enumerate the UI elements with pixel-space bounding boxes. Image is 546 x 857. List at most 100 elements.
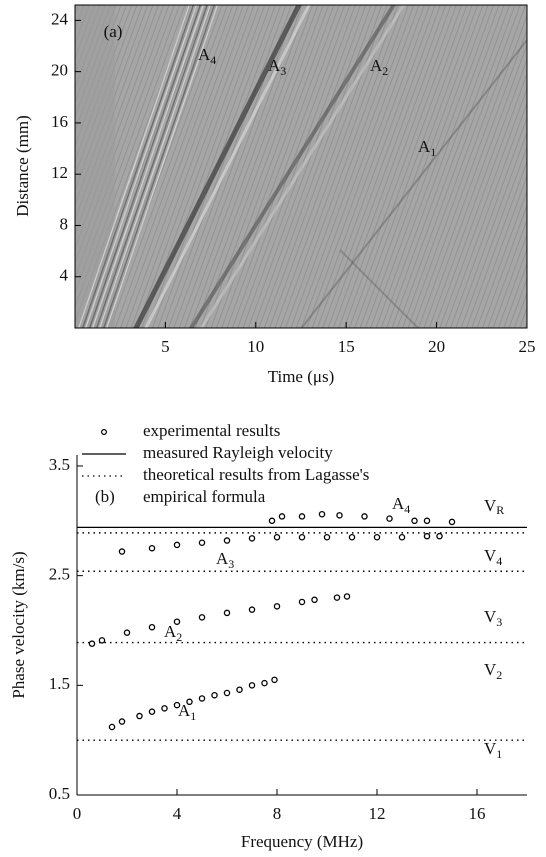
data-point — [148, 708, 156, 715]
data-point — [236, 686, 243, 693]
data-point — [323, 534, 331, 541]
annotation-sub: 3 — [228, 557, 234, 571]
annotation: A3 — [216, 549, 234, 571]
data-point — [118, 548, 126, 555]
line-label-text: V — [484, 660, 497, 679]
data-point — [361, 513, 368, 520]
data-point — [248, 535, 256, 542]
line-label: V4 — [484, 546, 502, 568]
y-tick-label: 24 — [51, 9, 69, 28]
annotation-text: A — [268, 56, 281, 75]
x-tick-label: 4 — [173, 804, 182, 823]
y-tick-label: 1.5 — [49, 674, 70, 693]
annotation-sub: 4 — [210, 53, 216, 67]
x-tick-label: 10 — [247, 337, 264, 356]
panel-label: (b) — [95, 487, 115, 506]
legend-label: theoretical results from Lagasse's — [143, 465, 369, 484]
data-point — [298, 534, 306, 541]
data-point — [123, 629, 131, 636]
annotation: A4 — [198, 45, 216, 67]
data-point — [173, 701, 181, 709]
x-axis-label: Frequency (MHz) — [241, 832, 363, 851]
data-point — [411, 517, 418, 525]
data-point — [318, 510, 326, 518]
legend-label: measured Rayleigh velocity — [143, 443, 333, 462]
y-tick-label: 20 — [51, 61, 68, 80]
data-point — [186, 698, 193, 706]
line-label-text: V — [484, 496, 497, 515]
data-point — [261, 679, 268, 687]
data-point — [161, 705, 168, 712]
data-point — [248, 682, 256, 689]
annotation-sub: 3 — [280, 64, 286, 78]
annotation-text: A — [164, 622, 177, 641]
data-point — [173, 541, 181, 549]
data-point — [88, 640, 96, 647]
x-tick-label: 16 — [469, 804, 486, 823]
data-point — [436, 532, 443, 540]
x-tick-label: 15 — [338, 337, 355, 356]
legend-label: empirical formula — [143, 487, 266, 506]
x-axis-label: Time (μs) — [268, 367, 335, 386]
y-axis-label: Phase velocity (km/s) — [9, 551, 28, 698]
data-point — [148, 544, 156, 552]
data-point — [198, 695, 206, 702]
y-tick-label: 4 — [60, 266, 69, 285]
data-point — [278, 513, 286, 520]
data-point — [173, 618, 181, 625]
x-tick-label: 25 — [519, 337, 536, 356]
annotation-text: A — [370, 56, 383, 75]
data-point — [336, 512, 343, 519]
line-label-text: V — [484, 739, 497, 758]
data-point — [148, 623, 156, 631]
annotation: A3 — [268, 56, 286, 78]
annotation-text: A — [418, 137, 431, 156]
annotation: A2 — [164, 622, 182, 644]
data-point — [268, 517, 276, 525]
line-label: V2 — [484, 660, 502, 682]
y-tick-label: 2.5 — [49, 565, 70, 584]
annotation: A1 — [418, 137, 436, 159]
annotation-sub: 1 — [430, 145, 436, 159]
annotation: A2 — [370, 56, 388, 78]
data-point — [198, 614, 206, 621]
annotation: A4 — [392, 494, 410, 516]
annotation-sub: 2 — [382, 64, 388, 78]
y-tick-label: 3.5 — [49, 455, 70, 474]
annotation-text: A — [178, 701, 191, 720]
y-tick-label: 12 — [51, 163, 68, 182]
line-label-text: V — [484, 607, 497, 626]
data-point — [386, 515, 393, 522]
data-point — [223, 609, 231, 617]
x-tick-label: 0 — [73, 804, 82, 823]
data-point — [348, 534, 356, 541]
data-point — [298, 513, 306, 520]
y-tick-label: 8 — [60, 214, 69, 233]
line-label-text: V — [484, 546, 497, 565]
annotation-sub: 4 — [404, 502, 410, 516]
data-point — [343, 593, 351, 600]
annotation: A1 — [178, 701, 196, 723]
annotation-sub: 2 — [176, 630, 182, 644]
annotation-text: A — [216, 549, 229, 568]
annotation-text: A — [198, 45, 211, 64]
legend-marker — [100, 429, 107, 436]
data-point — [211, 691, 218, 699]
x-tick-label: 20 — [428, 337, 445, 356]
data-point — [298, 598, 306, 606]
line-label-sub: 4 — [496, 554, 502, 568]
y-tick-label: 16 — [51, 112, 68, 131]
data-point — [98, 637, 106, 644]
legend-label: experimental results — [143, 421, 280, 440]
data-point — [273, 603, 281, 610]
annotation-text: A — [392, 494, 405, 513]
data-point — [248, 606, 256, 613]
data-point — [448, 518, 456, 526]
line-label: V1 — [484, 739, 502, 761]
data-point — [333, 594, 341, 601]
panel-label: (a) — [104, 22, 123, 41]
x-tick-label: 5 — [161, 337, 170, 356]
line-label-sub: 2 — [496, 668, 502, 682]
line-label: VR — [484, 496, 504, 517]
